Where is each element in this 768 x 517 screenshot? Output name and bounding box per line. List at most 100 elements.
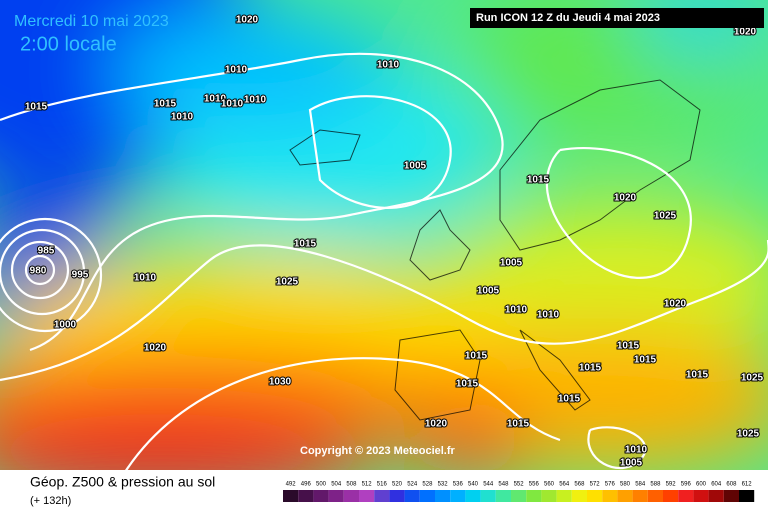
scale-swatch bbox=[708, 490, 724, 502]
isobar-label: 1020 bbox=[734, 27, 757, 38]
scale-swatch bbox=[465, 490, 481, 502]
scale-swatch bbox=[663, 490, 679, 502]
scale-label: 528 bbox=[422, 482, 433, 488]
isobar-label: 1025 bbox=[737, 429, 760, 440]
isobar-label: 1000 bbox=[54, 320, 77, 331]
scale-swatch bbox=[723, 490, 739, 502]
isobar-label: 1010 bbox=[204, 94, 227, 105]
scale-swatch bbox=[283, 490, 299, 502]
isobar-label: 1015 bbox=[558, 394, 581, 405]
isobar-label: 1015 bbox=[507, 419, 530, 430]
isobar-label: 1010 bbox=[505, 305, 528, 316]
scale-label: 556 bbox=[529, 482, 540, 488]
scale-label: 608 bbox=[726, 482, 737, 488]
scale-swatch bbox=[450, 490, 466, 502]
scale-label: 508 bbox=[346, 482, 357, 488]
scale-swatch bbox=[298, 490, 314, 502]
scale-label: 496 bbox=[301, 482, 312, 488]
scale-swatch bbox=[602, 490, 618, 502]
isobar-label: 1005 bbox=[620, 458, 643, 469]
isobar-label: 1015 bbox=[456, 379, 479, 390]
scale-swatch bbox=[480, 490, 496, 502]
forecast-date: Mercredi 10 mai 2023 bbox=[14, 13, 169, 30]
isobar-label: 1015 bbox=[527, 175, 550, 186]
scale-swatch bbox=[556, 490, 572, 502]
scale-label: 540 bbox=[468, 482, 479, 488]
isobar-label: 1020 bbox=[664, 299, 687, 310]
footer-title: Géop. Z500 & pression au sol bbox=[30, 474, 215, 490]
scale-swatch bbox=[526, 490, 542, 502]
scale-label: 564 bbox=[559, 482, 570, 488]
isobar-label: 1015 bbox=[294, 239, 317, 250]
scale-swatch bbox=[647, 490, 663, 502]
coastlines bbox=[289, 79, 701, 421]
scale-swatch bbox=[511, 490, 527, 502]
isobar-label: 1010 bbox=[225, 65, 248, 76]
isobar-label: 1020 bbox=[425, 419, 448, 430]
scale-label: 580 bbox=[620, 482, 631, 488]
scale-swatch bbox=[343, 490, 359, 502]
scale-swatch bbox=[313, 490, 329, 502]
scale-label: 588 bbox=[650, 482, 661, 488]
scale-swatch bbox=[541, 490, 557, 502]
scale-label: 560 bbox=[544, 482, 555, 488]
scale-swatch bbox=[678, 490, 694, 502]
scale-swatch bbox=[617, 490, 633, 502]
isobar-label: 1030 bbox=[269, 377, 292, 388]
scale-label: 520 bbox=[392, 482, 403, 488]
scale-swatch bbox=[693, 490, 709, 502]
isobar-label: 1010 bbox=[625, 445, 648, 456]
footer-lead: (+ 132h) bbox=[30, 495, 71, 507]
isobar-label: 980 bbox=[30, 266, 47, 277]
scale-swatch bbox=[359, 490, 375, 502]
scale-swatch bbox=[587, 490, 603, 502]
isobar-label: 1005 bbox=[404, 161, 427, 172]
scale-label: 584 bbox=[635, 482, 646, 488]
scale-label: 604 bbox=[711, 482, 722, 488]
isobar-label: 1020 bbox=[614, 193, 637, 204]
scale-label: 576 bbox=[605, 482, 616, 488]
scale-label: 516 bbox=[377, 482, 388, 488]
isobar-label: 1025 bbox=[741, 373, 764, 384]
scale-swatch bbox=[435, 490, 451, 502]
scale-label: 500 bbox=[316, 482, 327, 488]
color-scale: 492 496 500 504 508 512 516 520 524 528 532 536 540 5… bbox=[283, 482, 755, 502]
isobars bbox=[0, 52, 768, 470]
isobar-label: 1010 bbox=[537, 310, 560, 321]
copyright: Copyright © 2023 Meteociel.fr bbox=[300, 445, 456, 457]
run-label: Run ICON 12 Z du Jeudi 4 mai 2023 bbox=[476, 12, 660, 24]
isobar-label: 1010 bbox=[221, 99, 244, 110]
isobar-label: 985 bbox=[38, 246, 55, 257]
isobar-label: 1020 bbox=[236, 15, 259, 26]
isobar-label: 1015 bbox=[154, 99, 177, 110]
scale-label: 492 bbox=[286, 482, 297, 488]
scale-swatch bbox=[571, 490, 587, 502]
scale-label: 544 bbox=[483, 482, 494, 488]
scale-label: 592 bbox=[666, 482, 677, 488]
run-box bbox=[470, 8, 764, 28]
scale-swatch bbox=[374, 490, 390, 502]
isobar-label: 1005 bbox=[477, 286, 500, 297]
forecast-time: 2:00 locale bbox=[20, 33, 117, 55]
scale-label: 524 bbox=[407, 482, 418, 488]
isobar-label: 1015 bbox=[617, 341, 640, 352]
scale-label: 572 bbox=[590, 482, 601, 488]
scale-label: 536 bbox=[453, 482, 464, 488]
scale-label: 548 bbox=[498, 482, 509, 488]
isobar-label: 1010 bbox=[171, 112, 194, 123]
scale-label: 512 bbox=[362, 482, 373, 488]
scale-swatch bbox=[389, 490, 405, 502]
scale-swatch bbox=[739, 490, 755, 502]
isobar-label: 1015 bbox=[634, 355, 657, 366]
scale-swatch bbox=[495, 490, 511, 502]
scale-swatch bbox=[632, 490, 648, 502]
isobar-label: 1015 bbox=[686, 370, 709, 381]
isobar-label: 1015 bbox=[465, 351, 488, 362]
isobar-label: 1025 bbox=[276, 277, 299, 288]
isobar-label: 1025 bbox=[654, 211, 677, 222]
isobar-label: 1010 bbox=[134, 273, 157, 284]
scale-swatch bbox=[419, 490, 435, 502]
isobar-label: 1015 bbox=[25, 102, 48, 113]
